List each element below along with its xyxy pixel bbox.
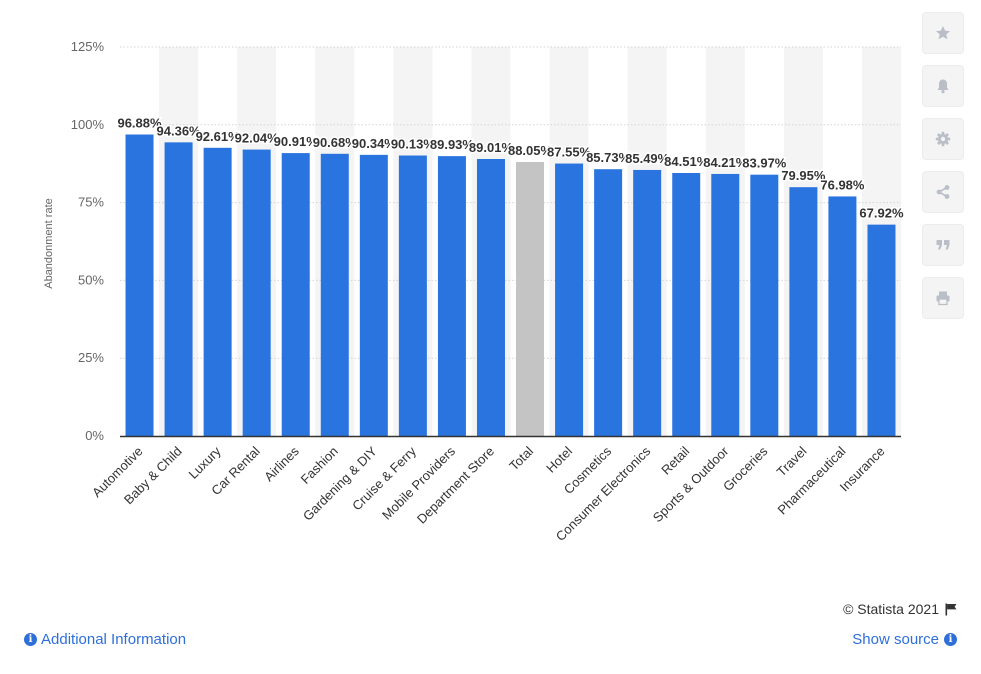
y-tick-label: 0% [85,428,104,443]
copyright-text: © Statista 2021 [843,601,939,617]
data-label: 79.95% [781,168,826,183]
show-source-link[interactable]: Show source i [852,631,957,648]
data-label: 92.61% [196,129,241,144]
x-tick-label: Retail [658,443,692,477]
settings-button[interactable] [922,118,964,160]
y-tick-label: 25% [78,350,104,365]
print-button[interactable] [922,277,964,319]
bar[interactable] [359,154,388,436]
bar[interactable] [203,147,232,437]
bar[interactable] [437,156,466,437]
cite-button[interactable] [922,224,964,266]
data-label: 96.88% [117,116,162,131]
print-icon [936,291,950,306]
data-label: 88.05% [508,143,553,158]
star-icon [936,26,950,40]
x-tick-label: Airlines [261,443,302,484]
data-label: 83.97% [742,156,787,171]
notification-button[interactable] [922,65,964,107]
share-icon [936,185,950,199]
data-label: 90.34% [352,136,397,151]
bar[interactable] [828,196,857,436]
show-source-label: Show source [852,631,939,648]
gear-icon [935,131,951,147]
y-axis-label: Abandonment rate [43,198,55,289]
copyright-notice: © Statista 2021 [843,601,957,617]
data-label: 87.55% [547,145,592,160]
bar[interactable] [125,134,154,436]
data-label: 90.68% [313,135,358,150]
data-label: 92.04% [235,131,280,146]
favorite-button[interactable] [922,12,964,54]
bar[interactable] [594,169,623,436]
data-label: 89.01% [469,140,514,155]
bar[interactable] [555,163,584,436]
bar[interactable] [867,224,896,436]
bar[interactable] [164,142,193,436]
quote-icon [936,240,950,250]
data-label: 84.51% [664,154,709,169]
info-icon: i [24,633,37,646]
x-tick-label: Hotel [543,443,575,475]
bar[interactable] [750,174,779,436]
bell-icon [937,79,949,94]
data-label: 89.93% [430,137,475,152]
y-tick-label: 75% [78,195,104,210]
data-label: 76.98% [820,177,865,192]
bar[interactable] [789,187,818,436]
data-label: 84.21% [703,155,748,170]
bar[interactable] [476,159,505,436]
side-toolbar [922,12,966,330]
share-button[interactable] [922,171,964,213]
y-axis-ticks: 0% 25% 50% 75% 100% 125% [71,39,105,443]
bar[interactable] [242,149,271,436]
x-tick-label: Pharmaceutical [775,443,849,517]
bar[interactable] [281,153,310,436]
data-label: 90.13% [391,137,436,152]
data-label: 85.73% [586,150,631,165]
data-labels: 96.88%94.36%92.61%92.04%90.91%90.68%90.3… [116,114,905,222]
data-label: 90.91% [274,134,319,149]
additional-information-link[interactable]: i Additional Information [24,631,186,648]
x-tick-label: Luxury [186,443,225,482]
data-label: 67.92% [859,206,904,221]
flag-icon[interactable] [945,603,957,616]
y-tick-label: 50% [78,272,104,287]
data-label: 94.36% [157,123,202,138]
info-icon: i [944,633,957,646]
bar[interactable] [672,173,701,436]
x-tick-label: Total [506,443,536,473]
y-tick-label: 100% [71,117,105,132]
bars [125,134,896,437]
x-tick-label: Travel [774,443,810,479]
bar[interactable] [633,169,662,436]
bar[interactable] [320,153,349,436]
additional-information-label: Additional Information [41,631,187,648]
bar[interactable] [398,155,427,436]
bar[interactable] [711,173,740,436]
y-tick-label: 125% [71,39,105,54]
data-label: 85.49% [625,151,670,166]
bar[interactable] [516,161,545,436]
